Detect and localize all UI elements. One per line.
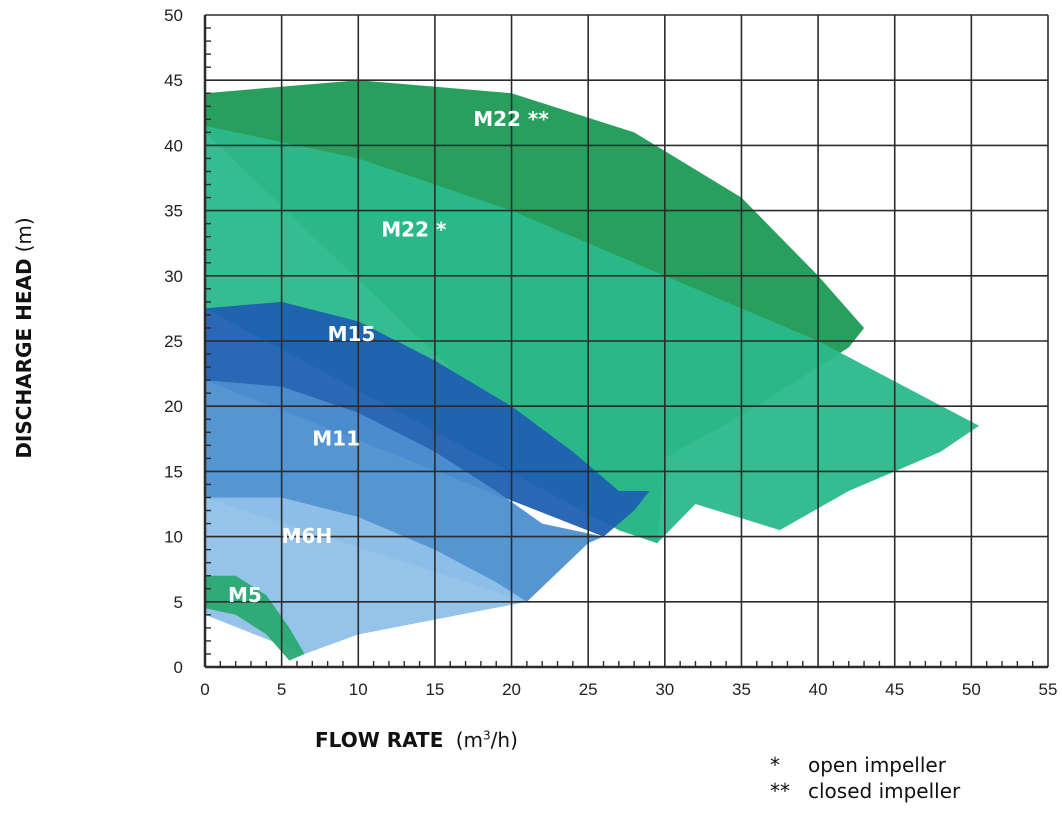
y-axis-title-unit: (m) bbox=[12, 217, 36, 253]
region-label: M22 ** bbox=[473, 107, 549, 131]
legend-symbol: ** bbox=[770, 779, 790, 803]
chart-areas bbox=[205, 80, 979, 661]
area-m11 bbox=[205, 380, 604, 602]
legend-text: open impeller bbox=[808, 753, 946, 777]
x-tick-label: 20 bbox=[502, 680, 521, 699]
y-tick-label: 30 bbox=[164, 267, 183, 286]
x-axis-title-main: FLOW RATE bbox=[315, 728, 444, 752]
y-tick-label: 45 bbox=[164, 71, 183, 90]
y-tick-label: 35 bbox=[164, 202, 183, 221]
x-tick-label: 10 bbox=[349, 680, 368, 699]
region-label: M5 bbox=[228, 583, 262, 607]
x-tick-label: 55 bbox=[1039, 680, 1058, 699]
x-axis-title-unit: (m3/h) bbox=[455, 728, 518, 752]
legend-item-closed: ** closed impeller bbox=[770, 778, 960, 804]
legend-item-open: * open impeller bbox=[770, 752, 960, 778]
y-tick-label: 5 bbox=[174, 593, 183, 612]
y-tick-label: 50 bbox=[164, 6, 183, 25]
legend-symbol: * bbox=[770, 753, 780, 777]
region-label: M11 bbox=[312, 426, 360, 450]
y-axis-title-main: DISCHARGE HEAD bbox=[12, 258, 36, 459]
region-labels: M22 ** M22 * M15 M11 M6H M5 bbox=[228, 107, 549, 607]
y-tick-label: 10 bbox=[164, 528, 183, 547]
x-tick-label: 35 bbox=[732, 680, 751, 699]
x-tick-label: 25 bbox=[579, 680, 598, 699]
legend-text: closed impeller bbox=[808, 779, 961, 803]
area-m15 bbox=[205, 301, 650, 537]
area-m5 bbox=[205, 575, 305, 661]
x-axis-title: FLOW RATE (m3/h) bbox=[315, 728, 518, 752]
y-tick-label: 40 bbox=[164, 136, 183, 155]
y-axis-ticks: 0 5 10 15 20 25 30 35 40 45 50 bbox=[164, 6, 183, 677]
x-axis-ticks: 0 5 10 15 20 25 30 35 40 45 50 55 bbox=[200, 680, 1057, 699]
region-label: M22 * bbox=[381, 218, 447, 242]
y-tick-label: 25 bbox=[164, 332, 183, 351]
y-tick-label: 20 bbox=[164, 397, 183, 416]
x-tick-label: 45 bbox=[885, 680, 904, 699]
legend: * open impeller ** closed impeller bbox=[770, 752, 960, 804]
y-tick-label: 0 bbox=[174, 658, 183, 677]
x-tick-label: 5 bbox=[277, 680, 286, 699]
area-m22-open bbox=[205, 125, 979, 544]
x-tick-label: 30 bbox=[655, 680, 674, 699]
x-tick-label: 15 bbox=[425, 680, 444, 699]
y-tick-label: 15 bbox=[164, 462, 183, 481]
chart-grid bbox=[203, 14, 1049, 669]
x-tick-label: 40 bbox=[809, 680, 828, 699]
x-tick-label: 50 bbox=[962, 680, 981, 699]
region-label: M6H bbox=[282, 524, 333, 548]
region-label: M15 bbox=[328, 322, 376, 346]
x-tick-label: 0 bbox=[200, 680, 209, 699]
